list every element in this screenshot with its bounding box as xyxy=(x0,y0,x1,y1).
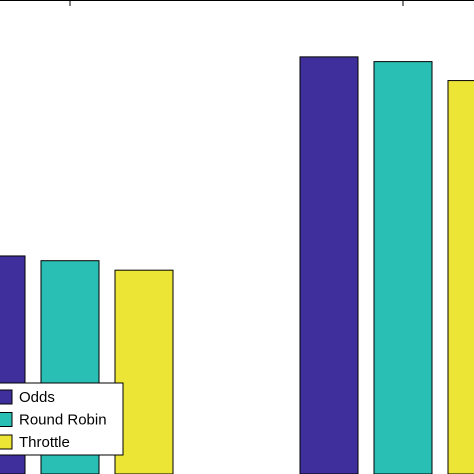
bar xyxy=(299,56,359,474)
legend-label: Odds xyxy=(19,389,55,406)
legend-swatch xyxy=(0,389,13,405)
bar xyxy=(114,269,174,474)
bar xyxy=(447,80,474,474)
bar xyxy=(373,61,433,474)
legend-swatch xyxy=(0,412,13,427)
legend-box xyxy=(0,382,124,456)
legend-swatch xyxy=(0,434,13,450)
legend-label: Throttle xyxy=(19,434,70,451)
legend-label: Round Robin xyxy=(19,411,107,428)
